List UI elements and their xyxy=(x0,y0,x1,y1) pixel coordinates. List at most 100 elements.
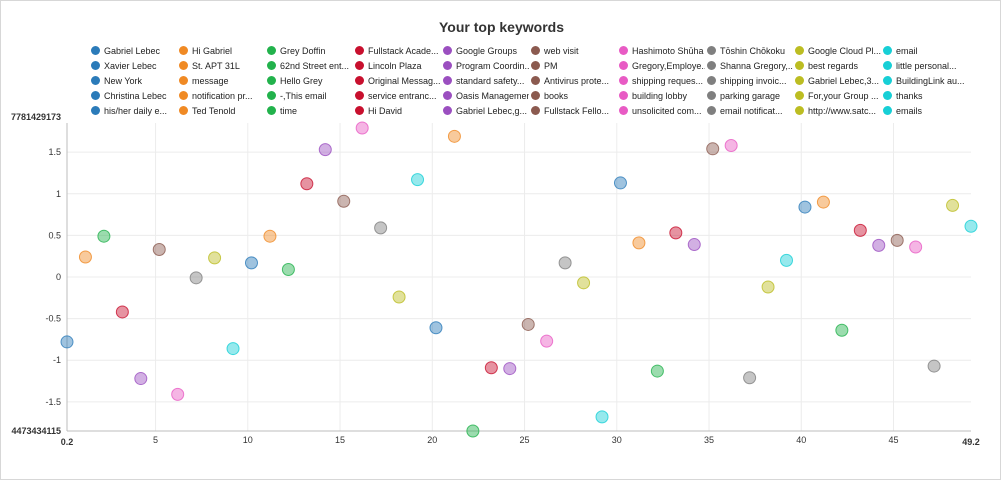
legend-item[interactable]: service entranc... xyxy=(355,91,441,105)
data-point[interactable] xyxy=(613,176,627,190)
legend-item[interactable]: Antivirus prote... xyxy=(531,76,617,90)
data-point[interactable] xyxy=(97,229,111,243)
legend-item[interactable]: web visit xyxy=(531,46,617,60)
data-point[interactable] xyxy=(374,221,388,235)
data-point[interactable] xyxy=(540,334,554,348)
legend-item[interactable]: Hi Gabriel xyxy=(179,46,265,60)
legend-item[interactable]: standard safety... xyxy=(443,76,529,90)
legend-item[interactable]: little personal... xyxy=(883,61,969,75)
legend-item[interactable]: 62nd Street ent... xyxy=(267,61,353,75)
legend-item[interactable]: shipping invoic... xyxy=(707,76,793,90)
legend-item[interactable]: Christina Lebec xyxy=(91,91,177,105)
legend-item[interactable]: Program Coordin... xyxy=(443,61,529,75)
data-point[interactable] xyxy=(577,276,591,290)
data-point[interactable] xyxy=(318,143,332,157)
legend-item[interactable]: best regards xyxy=(795,61,881,75)
data-point[interactable] xyxy=(632,236,646,250)
data-point[interactable] xyxy=(78,250,92,264)
legend-item[interactable]: building lobby xyxy=(619,91,705,105)
legend-item[interactable]: New York xyxy=(91,76,177,90)
data-point[interactable] xyxy=(706,142,720,156)
data-point[interactable] xyxy=(484,361,498,375)
legend-item[interactable]: emails xyxy=(883,106,969,120)
data-point[interactable] xyxy=(724,138,738,152)
legend-item[interactable]: message xyxy=(179,76,265,90)
data-point[interactable] xyxy=(595,410,609,424)
legend-item[interactable]: Xavier Lebec xyxy=(91,61,177,75)
data-point[interactable] xyxy=(244,256,258,270)
legend-item[interactable]: Google Cloud Pl... xyxy=(795,46,881,60)
data-point[interactable] xyxy=(743,371,757,385)
legend-item[interactable]: Oasis Managemen... xyxy=(443,91,529,105)
legend-item[interactable]: his/her daily e... xyxy=(91,106,177,120)
data-point[interactable] xyxy=(152,243,166,257)
data-point[interactable] xyxy=(687,238,701,252)
legend-item[interactable]: unsolicited com... xyxy=(619,106,705,120)
data-point[interactable] xyxy=(60,335,74,349)
data-point[interactable] xyxy=(964,219,978,233)
legend-item[interactable]: email notificat... xyxy=(707,106,793,120)
data-point[interactable] xyxy=(355,121,369,135)
legend-item[interactable]: books xyxy=(531,91,617,105)
data-point[interactable] xyxy=(466,424,480,438)
legend-item[interactable]: Fullstack Fello... xyxy=(531,106,617,120)
data-point[interactable] xyxy=(761,280,775,294)
data-point[interactable] xyxy=(503,362,517,376)
legend-item[interactable]: For,your Group ... xyxy=(795,91,881,105)
legend-item[interactable]: Hi David xyxy=(355,106,441,120)
legend-item[interactable]: Fullstack Acade... xyxy=(355,46,441,60)
data-point[interactable] xyxy=(558,256,572,270)
data-point[interactable] xyxy=(429,321,443,335)
data-point[interactable] xyxy=(189,271,203,285)
legend-item[interactable]: email xyxy=(883,46,969,60)
data-point[interactable] xyxy=(835,323,849,337)
data-point[interactable] xyxy=(669,226,683,240)
data-point[interactable] xyxy=(780,253,794,267)
data-point[interactable] xyxy=(946,198,960,212)
legend-item[interactable]: Tōshin Chōkoku xyxy=(707,46,793,60)
legend-item[interactable]: http://www.satc... xyxy=(795,106,881,120)
legend-item[interactable]: Google Groups xyxy=(443,46,529,60)
legend-item[interactable]: Shanna Gregory,... xyxy=(707,61,793,75)
data-point[interactable] xyxy=(447,129,461,143)
data-point[interactable] xyxy=(171,387,185,401)
data-point[interactable] xyxy=(798,200,812,214)
legend-item[interactable]: -,This email xyxy=(267,91,353,105)
data-point[interactable] xyxy=(521,317,535,331)
legend-item[interactable]: time xyxy=(267,106,353,120)
legend-item[interactable]: shipping reques... xyxy=(619,76,705,90)
data-point[interactable] xyxy=(411,173,425,187)
legend-item[interactable]: Grey Doffin xyxy=(267,46,353,60)
data-point[interactable] xyxy=(872,238,886,252)
legend-item[interactable]: Hashimoto Shūha xyxy=(619,46,705,60)
legend-item[interactable]: notification pr... xyxy=(179,91,265,105)
data-point[interactable] xyxy=(337,194,351,208)
legend-item[interactable]: PM xyxy=(531,61,617,75)
legend-item[interactable]: Gregory,Employe... xyxy=(619,61,705,75)
legend-item[interactable]: Ted Tenold xyxy=(179,106,265,120)
data-point[interactable] xyxy=(300,177,314,191)
data-point[interactable] xyxy=(115,305,129,319)
data-point[interactable] xyxy=(650,364,664,378)
legend-item[interactable]: St. APT 31L xyxy=(179,61,265,75)
data-point[interactable] xyxy=(281,263,295,277)
data-point[interactable] xyxy=(909,240,923,254)
data-point[interactable] xyxy=(226,342,240,356)
data-point[interactable] xyxy=(134,372,148,386)
legend-item[interactable]: Gabriel Lebec,g... xyxy=(443,106,529,120)
data-point[interactable] xyxy=(853,223,867,237)
legend-item[interactable]: Gabriel Lebec,3... xyxy=(795,76,881,90)
legend-item[interactable]: Hello Grey xyxy=(267,76,353,90)
data-point[interactable] xyxy=(392,290,406,304)
legend-item[interactable]: BuildingLink au... xyxy=(883,76,969,90)
legend-item[interactable]: parking garage xyxy=(707,91,793,105)
data-point[interactable] xyxy=(816,195,830,209)
legend-item[interactable]: thanks xyxy=(883,91,969,105)
legend-item[interactable]: Original Messag... xyxy=(355,76,441,90)
data-point[interactable] xyxy=(263,229,277,243)
legend-item[interactable]: Lincoln Plaza xyxy=(355,61,441,75)
data-point[interactable] xyxy=(208,251,222,265)
data-point[interactable] xyxy=(890,233,904,247)
legend-item[interactable]: Gabriel Lebec xyxy=(91,46,177,60)
data-point[interactable] xyxy=(927,359,941,373)
